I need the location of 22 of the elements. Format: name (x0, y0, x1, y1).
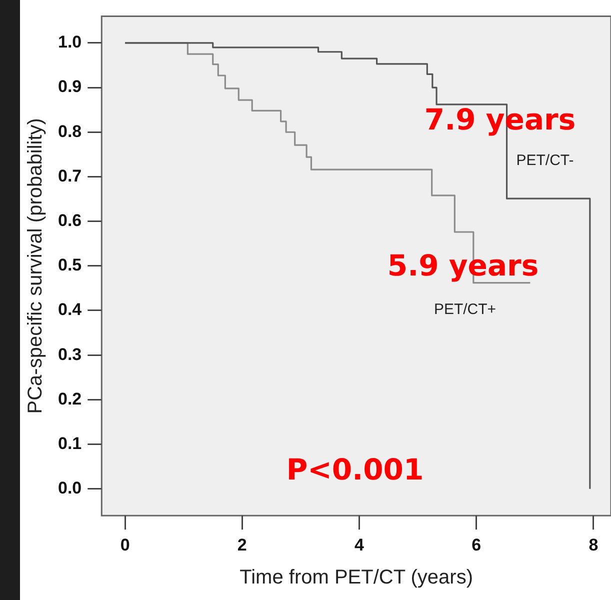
annotation: 5.9 years (387, 248, 539, 283)
annotation: P<0.001 (286, 452, 424, 487)
y-tick-label: 0.4 (58, 300, 82, 320)
x-axis-title: Time from PET/CT (years) (240, 566, 473, 589)
y-tick-label: 0.5 (58, 256, 82, 275)
x-tick-label: 4 (354, 535, 365, 554)
y-tick-label: 0.9 (58, 77, 82, 96)
x-tick-label: 0 (120, 535, 130, 554)
series-label: PET/CT+ (434, 301, 496, 318)
y-axis-title: PCa-specific survival (probability) (24, 118, 47, 414)
y-tick-label: 0.8 (58, 122, 82, 141)
y-tick-label: 1.0 (58, 32, 82, 52)
x-tick-label: 2 (237, 535, 247, 554)
y-tick-label: 0.0 (58, 478, 82, 498)
series-label: PET/CT- (516, 152, 574, 170)
y-tick-label: 0.3 (58, 344, 82, 364)
x-tick-label: 8 (588, 535, 598, 554)
x-tick-label: 6 (472, 535, 482, 554)
y-tick-label: 0.6 (58, 211, 82, 230)
y-tick-label: 0.7 (58, 166, 82, 186)
y-tick-label: 0.1 (58, 434, 82, 453)
y-tick-label: 0.2 (58, 389, 82, 408)
